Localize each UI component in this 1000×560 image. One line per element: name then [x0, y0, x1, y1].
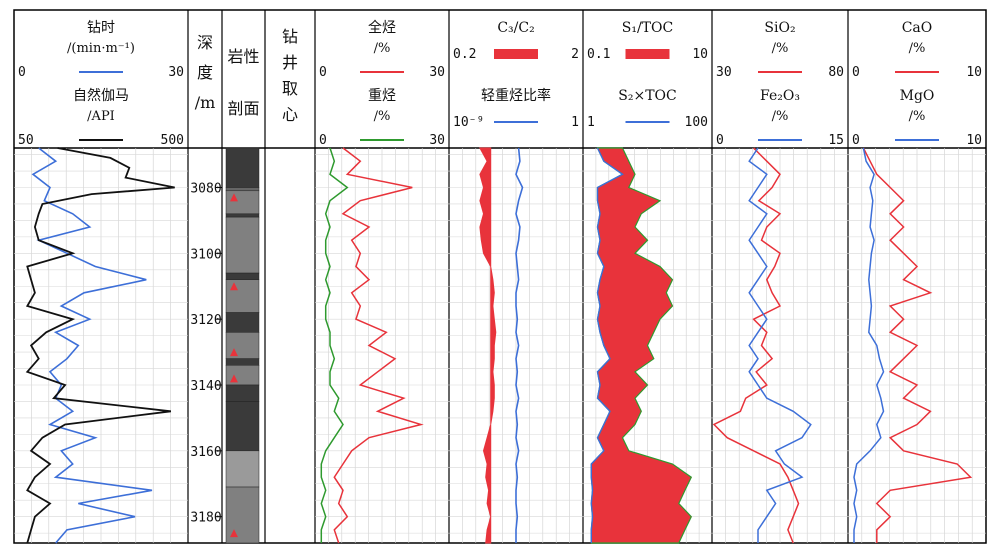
- core-label: 心: [282, 105, 298, 124]
- legend-min: 30: [716, 65, 732, 80]
- oil-show-marker: [230, 193, 238, 202]
- legend-title: 钻时: [87, 20, 115, 36]
- legend-unit: /%: [374, 109, 391, 124]
- legend-title: 轻重烃比率: [481, 87, 551, 104]
- depth-axis-title: 度: [197, 63, 213, 82]
- depth-tick-label: 3120: [190, 313, 221, 328]
- series-line: [25, 147, 175, 544]
- legend-min: 50: [18, 133, 34, 148]
- legend-min: 0: [319, 65, 327, 80]
- series-line: [590, 147, 624, 543]
- s1toc-fill: [590, 147, 693, 544]
- lithology-layer: [225, 358, 260, 366]
- depth-tick-label: 3180: [190, 511, 221, 526]
- legend-swatch: [625, 49, 670, 59]
- series-line: [31, 147, 153, 544]
- lithology-layer: [225, 187, 260, 192]
- lithology-layer: [225, 384, 260, 402]
- legend-title: 自然伽马: [73, 87, 129, 104]
- depth-axis-title: 深: [197, 33, 213, 52]
- legend-max: 10: [692, 47, 708, 62]
- legend-max: 500: [161, 133, 184, 148]
- legend-title: SiO₂: [764, 20, 795, 36]
- legend-max: 10: [966, 65, 982, 80]
- depth-tick-label: 3140: [190, 379, 221, 394]
- legend-unit: /(min·m⁻¹): [67, 41, 135, 56]
- lithology-layer: [225, 216, 260, 274]
- series-line: [748, 147, 812, 543]
- c3c2-fill: [479, 147, 497, 544]
- legend-max: 30: [168, 65, 184, 80]
- legend-title: S₂×TOC: [618, 88, 676, 104]
- legend-max: 1: [571, 115, 579, 130]
- legend-unit: /%: [374, 41, 391, 56]
- oil-show-marker: [230, 348, 238, 357]
- core-label: 井: [282, 53, 298, 72]
- core-label: 钻: [282, 27, 298, 46]
- legend-title: C₃/C₂: [497, 20, 534, 36]
- oil-show-marker: [230, 282, 238, 291]
- legend-min: 0: [319, 133, 327, 148]
- lithology-label: 剖面: [227, 99, 259, 118]
- lithology-label: 岩性: [227, 47, 259, 66]
- series-line: [853, 147, 885, 543]
- legend-title: 重烃: [368, 88, 396, 104]
- legend-min: 10⁻⁹: [453, 115, 484, 130]
- series-line: [515, 147, 524, 543]
- core-label: 取: [282, 79, 298, 98]
- depth-tick-label: 3100: [190, 247, 221, 262]
- legend-max: 80: [828, 65, 844, 80]
- legend-max: 30: [429, 65, 445, 80]
- lithology-layer: [225, 450, 260, 488]
- lithology-layer: [225, 147, 260, 188]
- legend-max: 30: [429, 133, 445, 148]
- oil-show-marker: [230, 529, 238, 538]
- legend-unit: /%: [909, 109, 926, 124]
- legend-swatch: [494, 49, 538, 59]
- legend-max: 2: [571, 47, 579, 62]
- legend-max: 100: [685, 115, 708, 130]
- legend-unit: /%: [772, 109, 789, 124]
- legend-min: 0: [852, 65, 860, 80]
- legend-title: 全烃: [368, 19, 396, 36]
- legend-max: 15: [828, 133, 844, 148]
- legend-min: 1: [587, 115, 595, 130]
- legend-title: CaO: [902, 20, 933, 36]
- depth-axis-title: /m: [195, 93, 216, 112]
- series-line: [862, 147, 973, 543]
- legend-min: 0.1: [587, 47, 610, 62]
- legend-max: 10: [966, 133, 982, 148]
- lithology-layer: [225, 190, 260, 215]
- legend-min: 0: [716, 133, 724, 148]
- legend-unit: /%: [909, 41, 926, 56]
- oil-show-marker: [230, 374, 238, 383]
- series-line: [320, 147, 349, 543]
- series-line: [712, 147, 800, 544]
- lithology-layer: [225, 401, 260, 452]
- depth-tick-label: 3160: [190, 445, 221, 460]
- legend-title: MgO: [900, 88, 935, 104]
- chart-frame: [13, 9, 987, 544]
- depth-tick-label: 3080: [190, 182, 221, 197]
- lithology-layer: [225, 312, 260, 333]
- legend-unit: /%: [772, 41, 789, 56]
- series-line: [333, 147, 424, 544]
- legend-min: 0: [852, 133, 860, 148]
- lithology-layer: [225, 272, 260, 280]
- legend-title: S₁/TOC: [622, 20, 673, 36]
- legend-title: Fe₂O₃: [760, 88, 800, 104]
- legend-min: 0: [18, 65, 26, 80]
- legend-unit: /API: [87, 109, 115, 124]
- legend-min: 0.2: [453, 47, 476, 62]
- lithology-layer: [225, 279, 260, 313]
- lithology-layer: [225, 213, 260, 218]
- lithology-layer: [225, 486, 260, 544]
